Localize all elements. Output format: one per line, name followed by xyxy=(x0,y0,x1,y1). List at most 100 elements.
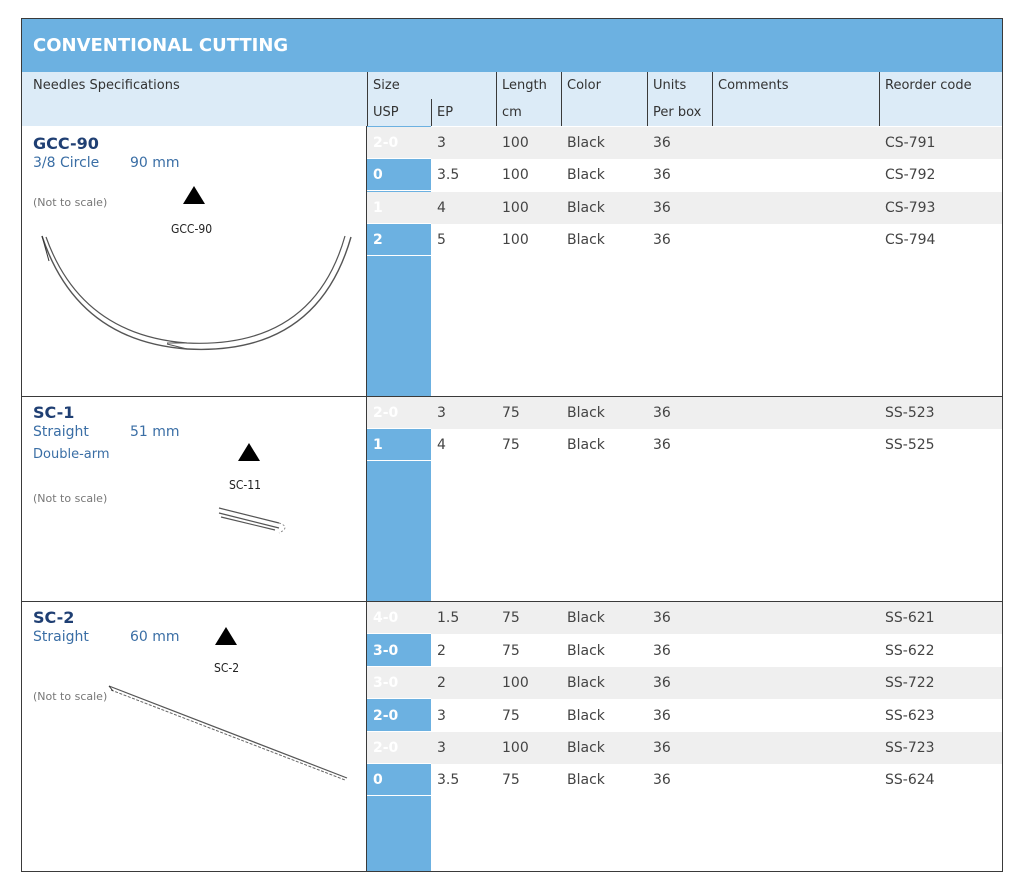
reorder-code-cell: CS-793 xyxy=(885,200,936,216)
units-cell: 36 xyxy=(653,610,671,626)
units-cell: 36 xyxy=(653,167,671,183)
usp-cell: 3-0 xyxy=(367,667,431,699)
header-length: Length xyxy=(502,78,547,93)
table-row: 3-0 2 100 Black 36 SS-722 xyxy=(367,667,1002,699)
header-divider xyxy=(561,72,562,126)
ep-cell: 2 xyxy=(437,675,446,691)
length-cell: 75 xyxy=(502,437,520,453)
needle-arm-type: Double-arm xyxy=(33,447,110,462)
color-cell: Black xyxy=(567,772,605,788)
table-title: CONVENTIONAL CUTTING xyxy=(22,19,1002,72)
not-to-scale-note: (Not to scale) xyxy=(33,492,108,505)
needle-length: 60 mm xyxy=(130,629,180,645)
ep-cell: 3 xyxy=(437,740,446,756)
units-cell: 36 xyxy=(653,200,671,216)
usp-cell: 2-0 xyxy=(367,127,431,159)
length-cell: 75 xyxy=(502,772,520,788)
length-cell: 100 xyxy=(502,675,529,691)
reorder-code-cell: SS-722 xyxy=(885,675,935,691)
header-cm: cm xyxy=(502,105,522,120)
table-row: 0 3.5 75 Black 36 SS-624 xyxy=(367,764,1002,796)
reorder-code-cell: SS-623 xyxy=(885,708,935,724)
color-cell: Black xyxy=(567,708,605,724)
length-cell: 100 xyxy=(502,232,529,248)
table-row: 2-0 3 100 Black 36 CS-791 xyxy=(367,127,1002,159)
table-row: 0 3.5 100 Black 36 CS-792 xyxy=(367,159,1002,191)
length-cell: 100 xyxy=(502,740,529,756)
reorder-code-cell: CS-792 xyxy=(885,167,936,183)
header-divider xyxy=(367,72,368,126)
cutting-triangle-icon xyxy=(215,627,237,645)
section-divider xyxy=(22,601,1002,602)
color-cell: Black xyxy=(567,437,605,453)
color-cell: Black xyxy=(567,200,605,216)
header-reorder-code: Reorder code xyxy=(885,78,972,93)
ep-cell: 2 xyxy=(437,643,446,659)
straight-needle-icon xyxy=(218,507,286,534)
header-size: Size xyxy=(373,78,400,93)
needle-length: 51 mm xyxy=(130,424,180,440)
needle-spec-gcc-90: GCC-90 3/8 Circle 90 mm (Not to scale) G… xyxy=(22,126,367,396)
needle-diagram-label: GCC-90 xyxy=(171,222,213,236)
needle-code: GCC-90 xyxy=(33,134,99,153)
usp-cell: 0 xyxy=(367,764,431,796)
header-per-box: Per box xyxy=(653,105,702,120)
header-divider xyxy=(712,72,713,126)
length-cell: 75 xyxy=(502,405,520,421)
ep-cell: 3.5 xyxy=(437,167,460,183)
usp-cell: 3-0 xyxy=(367,635,431,667)
usp-cell: 0 xyxy=(367,159,431,191)
units-cell: 36 xyxy=(653,232,671,248)
header-units: Units xyxy=(653,78,687,93)
color-cell: Black xyxy=(567,167,605,183)
color-cell: Black xyxy=(567,405,605,421)
cutting-triangle-icon xyxy=(183,186,205,204)
units-cell: 36 xyxy=(653,643,671,659)
header-divider xyxy=(496,72,497,126)
cutting-triangle-icon xyxy=(238,443,260,461)
straight-needle-icon xyxy=(108,685,348,781)
needle-diagram-label: SC-11 xyxy=(229,478,262,492)
usp-cell: 4-0 xyxy=(367,602,431,634)
length-cell: 75 xyxy=(502,708,520,724)
needle-spec-sc-2: SC-2 Straight 60 mm (Not to scale) SC-2 xyxy=(22,602,367,871)
ep-cell: 3.5 xyxy=(437,772,460,788)
reorder-code-cell: SS-523 xyxy=(885,405,935,421)
header-divider xyxy=(879,72,880,126)
table-row: 2-0 3 100 Black 36 SS-723 xyxy=(367,732,1002,764)
usp-cell: 1 xyxy=(367,429,431,461)
color-cell: Black xyxy=(567,740,605,756)
reorder-code-cell: SS-622 xyxy=(885,643,935,659)
header-comments: Comments xyxy=(718,78,789,93)
table-row: 1 4 100 Black 36 CS-793 xyxy=(367,192,1002,224)
color-cell: Black xyxy=(567,643,605,659)
needle-shape: 3/8 Circle xyxy=(33,155,100,171)
ep-cell: 3 xyxy=(437,135,446,151)
curved-needle-icon xyxy=(41,235,352,351)
header-color: Color xyxy=(567,78,601,93)
color-cell: Black xyxy=(567,675,605,691)
needle-shape: Straight xyxy=(33,629,89,645)
units-cell: 36 xyxy=(653,405,671,421)
length-cell: 75 xyxy=(502,610,520,626)
reorder-code-cell: SS-621 xyxy=(885,610,935,626)
units-cell: 36 xyxy=(653,740,671,756)
table-row: 1 4 75 Black 36 SS-525 xyxy=(367,429,1002,461)
ep-cell: 4 xyxy=(437,437,446,453)
units-cell: 36 xyxy=(653,675,671,691)
units-cell: 36 xyxy=(653,437,671,453)
ep-cell: 4 xyxy=(437,200,446,216)
reorder-code-cell: SS-723 xyxy=(885,740,935,756)
header-usp: USP xyxy=(373,105,399,120)
header-needles-specifications: Needles Specifications xyxy=(33,78,180,93)
table-row: 2-0 3 75 Black 36 SS-523 xyxy=(367,397,1002,429)
needle-shape: Straight xyxy=(33,424,89,440)
usp-cell: 2 xyxy=(367,224,431,256)
length-cell: 100 xyxy=(502,135,529,151)
reorder-code-cell: SS-624 xyxy=(885,772,935,788)
reorder-code-cell: CS-791 xyxy=(885,135,936,151)
not-to-scale-note: (Not to scale) xyxy=(33,196,108,209)
usp-cell: 2-0 xyxy=(367,397,431,429)
header-ep: EP xyxy=(437,105,454,120)
header-divider xyxy=(647,72,648,126)
